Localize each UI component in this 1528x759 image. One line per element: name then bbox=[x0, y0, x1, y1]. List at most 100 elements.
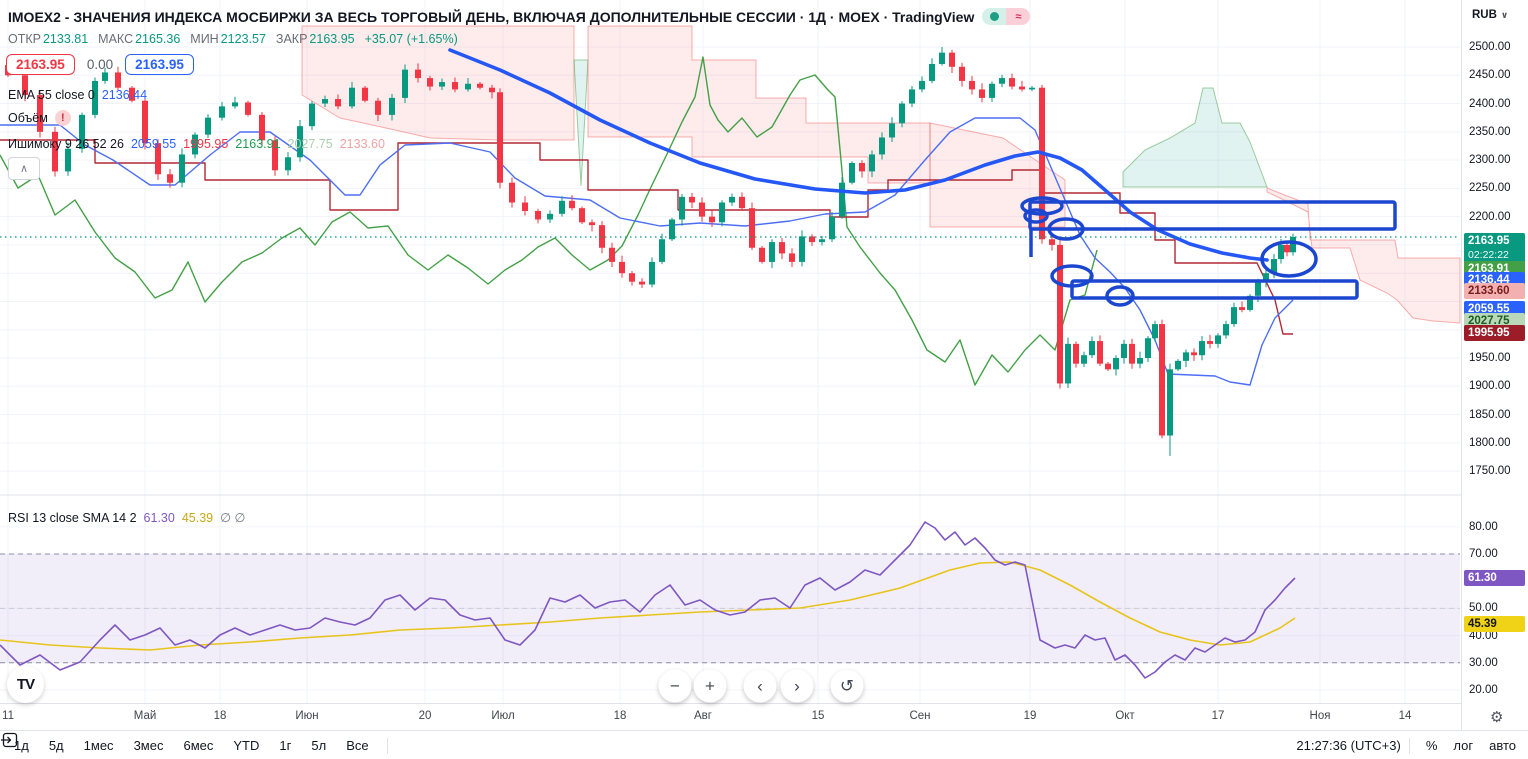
time-tick-label: 20 bbox=[418, 710, 432, 722]
time-tick-label: Ноя bbox=[1309, 710, 1331, 722]
ichimoku-clouds bbox=[301, 25, 1461, 324]
axis-settings-gear-icon[interactable]: ⚙ bbox=[1490, 709, 1504, 726]
candle bbox=[232, 102, 238, 107]
candle bbox=[335, 99, 341, 107]
ichimoku-kijun-line bbox=[0, 139, 1293, 335]
candle bbox=[879, 137, 885, 155]
ichimoku-chikou-line bbox=[0, 56, 1098, 386]
candle bbox=[1121, 343, 1127, 359]
candle bbox=[1247, 295, 1253, 310]
range-button-1мес[interactable]: 1мес bbox=[83, 738, 114, 753]
price-badge[interactable]: 45.39 bbox=[1464, 616, 1525, 632]
market-status-dot-icon bbox=[989, 12, 999, 21]
sell-price-box[interactable]: 2163.95 bbox=[6, 54, 75, 75]
clock-label[interactable]: 21:27:36 (UTC+3) bbox=[1296, 738, 1401, 753]
time-tick-label: 14 bbox=[1398, 710, 1412, 722]
candle bbox=[245, 102, 251, 115]
range-button-6мес[interactable]: 6мес bbox=[183, 738, 214, 753]
candle bbox=[959, 66, 965, 81]
volume-legend-row[interactable]: Объём ! bbox=[8, 110, 71, 126]
candle bbox=[285, 157, 291, 171]
symbol-title-row: IMOEX2 - ЗНАЧЕНИЯ ИНДЕКСА МОСБИРЖИ ЗА ВЕ… bbox=[8, 8, 1031, 25]
candle bbox=[799, 236, 805, 262]
candle bbox=[142, 100, 148, 144]
candle bbox=[869, 154, 875, 172]
time-tick-label: Авг bbox=[694, 710, 712, 722]
zoom-out-button[interactable]: − bbox=[658, 669, 692, 703]
candle bbox=[1223, 324, 1229, 336]
candle bbox=[1183, 352, 1189, 361]
price-axis[interactable]: RUB ∨ 2500.00 2450.00 2400.00 2350.00 2300.0… bbox=[1461, 0, 1528, 730]
candle bbox=[1097, 341, 1103, 364]
candle bbox=[489, 87, 495, 93]
rsi-tick-label: 80.00 bbox=[1469, 520, 1498, 533]
time-tick-label: 19 bbox=[1023, 710, 1037, 722]
candle bbox=[415, 69, 421, 79]
candle bbox=[649, 261, 655, 285]
candle bbox=[179, 154, 185, 183]
price-badge[interactable]: 2163.95 02:22:22 bbox=[1464, 233, 1525, 263]
candle bbox=[789, 253, 795, 262]
candle bbox=[1129, 343, 1135, 364]
candle bbox=[1039, 87, 1045, 240]
buy-price-box[interactable]: 2163.95 bbox=[125, 54, 194, 75]
range-button-5л[interactable]: 5л bbox=[311, 738, 327, 753]
candle bbox=[79, 114, 85, 149]
range-button-YTD[interactable]: YTD bbox=[233, 738, 260, 753]
auto-scale-button[interactable]: авто bbox=[1489, 738, 1516, 753]
ohlc-value: 2123.57 bbox=[220, 32, 266, 46]
tradingview-logo[interactable]: TV bbox=[7, 666, 44, 703]
price-badge[interactable]: 2133.60 bbox=[1464, 283, 1525, 299]
drawing-annotations[interactable] bbox=[1020, 196, 1397, 307]
market-status-pill[interactable]: ≈ bbox=[982, 8, 1031, 25]
ema-legend-row[interactable]: EMA 55 close 0 2136.44 bbox=[8, 88, 147, 102]
price-badge[interactable]: 1995.95 bbox=[1464, 325, 1525, 341]
range-button-3мес[interactable]: 3мес bbox=[133, 738, 164, 753]
candle bbox=[1089, 341, 1095, 356]
percent-scale-button[interactable]: % bbox=[1425, 738, 1438, 753]
range-button-1д[interactable]: 1д bbox=[14, 738, 29, 753]
scroll-left-button[interactable]: ‹ bbox=[743, 669, 777, 703]
candle bbox=[1167, 369, 1173, 436]
range-button-5д[interactable]: 5д bbox=[48, 738, 64, 753]
go-to-date-icon bbox=[1, 732, 18, 748]
price-badge[interactable]: 61.30 bbox=[1464, 570, 1525, 586]
candle bbox=[819, 239, 825, 243]
rsi-tick-label: 20.00 bbox=[1469, 684, 1498, 696]
volume-warning-icon[interactable]: ! bbox=[54, 110, 71, 126]
ichimoku-legend-value: 1995.95 bbox=[183, 137, 229, 151]
candle bbox=[309, 103, 315, 127]
rsi-legend-row[interactable]: RSI 13 close SMA 14 2 61.30 45.39 ∅ ∅ bbox=[8, 510, 245, 526]
ohlc-item: ЗАКР 2163.95 bbox=[276, 32, 355, 46]
ohlc-value: 2165.36 bbox=[135, 32, 181, 46]
scroll-right-button[interactable]: › bbox=[780, 669, 814, 703]
zoom-in-button[interactable]: + bbox=[693, 669, 727, 703]
price-tick-label: 1850.00 bbox=[1469, 408, 1511, 421]
currency-selector[interactable]: RUB ∨ bbox=[1472, 9, 1508, 21]
time-tick-label: Сен bbox=[909, 710, 931, 722]
candle bbox=[969, 80, 975, 90]
drawn-circle bbox=[1047, 217, 1085, 241]
log-scale-button[interactable]: лог bbox=[1453, 738, 1474, 753]
candle bbox=[599, 225, 605, 248]
candle bbox=[1199, 341, 1205, 356]
range-button-1г[interactable]: 1г bbox=[279, 738, 292, 753]
bottom-toolbar: 1д 5д 1мес 3мес 6мес YTD 1г 5л Все 21:27:36 (UTC… bbox=[0, 730, 1528, 759]
price-tick-label: 1950.00 bbox=[1469, 352, 1511, 365]
candle bbox=[979, 89, 985, 98]
time-tick-label: 15 bbox=[811, 710, 825, 722]
price-tick-label: 1900.00 bbox=[1469, 380, 1511, 393]
candle bbox=[739, 196, 745, 209]
collapse-legend-button[interactable]: ∧ bbox=[8, 157, 40, 180]
time-axis[interactable]: 11 Май 18 Июн 20 Июл 18 Авг 15 Сен 19 Окт 17 Ноя 14 bbox=[0, 703, 1461, 731]
candle bbox=[569, 200, 575, 209]
symbol-title[interactable]: IMOEX2 - ЗНАЧЕНИЯ ИНДЕКСА МОСБИРЖИ ЗА ВЕ… bbox=[8, 8, 975, 25]
range-button-Все[interactable]: Все bbox=[346, 738, 369, 753]
drawn-circle bbox=[1260, 240, 1318, 278]
candle bbox=[1255, 281, 1261, 296]
ohlc-item: МИН 2123.57 bbox=[190, 32, 266, 46]
ichimoku-legend-row[interactable]: Ишимоку 9 26 52 26 2059.55 1995.95 2163.91… bbox=[8, 137, 385, 151]
reset-chart-button[interactable]: ↺ bbox=[830, 669, 864, 703]
ichimoku-legend-value: 2163.91 bbox=[235, 137, 281, 151]
